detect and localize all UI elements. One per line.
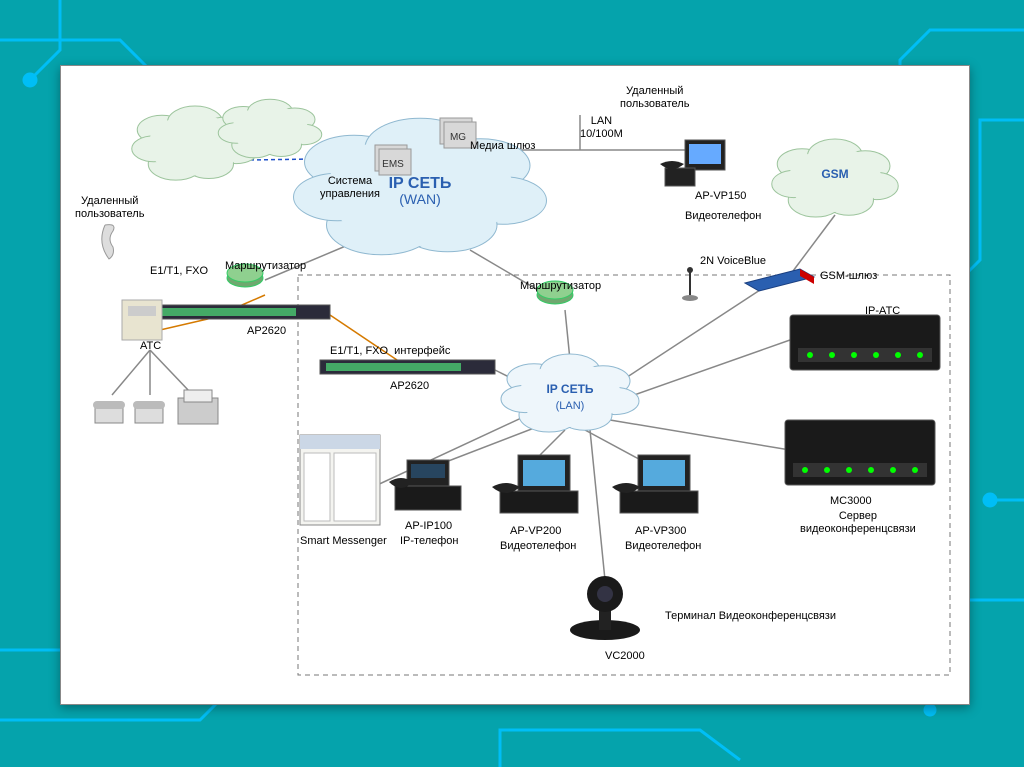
label-gsm_gw: GSM-шлюз xyxy=(820,270,877,283)
device-ap2620b xyxy=(320,360,495,374)
label-videophone200: Видеотелефон xyxy=(500,540,576,553)
cloud-subtitle-lan: (LAN) xyxy=(556,400,585,412)
label-ap2620a: AP2620 xyxy=(247,325,286,338)
label-vc_terminal: Терминал Видеоконференцсвязи xyxy=(665,610,836,623)
label-ems: EMS xyxy=(382,159,404,170)
label-router1: Маршрутизатор xyxy=(225,260,306,273)
cloud-title-gsm: GSM xyxy=(821,167,848,181)
label-mg: MG xyxy=(450,132,466,143)
device-vc2000 xyxy=(570,576,640,640)
label-mc3000: MC3000 xyxy=(830,495,872,508)
device-ip100 xyxy=(389,460,461,510)
diagram-stage: EMSMGIP СЕТЬ(WAN)IP СЕТЬ(LAN)GSMУдаленны… xyxy=(0,0,1024,767)
label-ap_vp300: AP-VP300 xyxy=(635,525,686,538)
label-e1t1_fxo_if: E1/T1, FXO интерфейс xyxy=(330,345,450,358)
label-videophone150: Видеотелефон xyxy=(685,210,761,223)
device-phones_l2 xyxy=(133,401,165,423)
label-voiceblue: 2N VoiceBlue xyxy=(700,255,766,268)
label-ap_vp150: AP-VP150 xyxy=(695,190,746,203)
device-vp300 xyxy=(612,455,698,513)
cloud-title-lan: IP СЕТЬ xyxy=(546,382,593,396)
label-router2: Маршрутизатор xyxy=(520,280,601,293)
label-ap_vp200: AP-VP200 xyxy=(510,525,561,538)
cloud-pstn2 xyxy=(218,99,322,158)
cloud-title-wan: IP СЕТЬ xyxy=(389,175,452,192)
label-remote_user_left: Удаленный пользователь xyxy=(75,195,144,220)
device-atc xyxy=(122,300,162,340)
label-ip_phone: IP-телефон xyxy=(400,535,459,548)
device-ap2620a xyxy=(155,305,330,319)
label-vc2000: VC2000 xyxy=(605,650,645,663)
device-videophone150 xyxy=(660,140,725,186)
device-antenna xyxy=(682,267,698,301)
label-ap2620b: AP2620 xyxy=(390,380,429,393)
label-lan_speed: LAN 10/100M xyxy=(580,115,623,140)
label-videophone300: Видеотелефон xyxy=(625,540,701,553)
device-mc3000 xyxy=(785,420,935,485)
label-e1t1_fxo: E1/T1, FXO xyxy=(150,265,208,278)
device-phones_l1 xyxy=(93,401,125,423)
device-remote_pc_l xyxy=(102,225,114,259)
label-mgmt_system: Система управления xyxy=(320,175,380,200)
label-conf_server: Сервер видеоконференцсвязи xyxy=(800,510,916,535)
label-remote_user_right: Удаленный пользователь xyxy=(620,85,689,110)
device-smart_msgr xyxy=(300,435,380,525)
label-ap_ip100: AP-IP100 xyxy=(405,520,452,533)
device-gsm_gw xyxy=(745,269,814,291)
label-smart_msgr: Smart Messenger xyxy=(300,535,387,548)
cloud-subtitle-wan: (WAN) xyxy=(399,191,440,207)
device-fax xyxy=(178,390,218,424)
label-atc: АТС xyxy=(140,340,161,353)
label-media_gateway: Медиа шлюз xyxy=(470,140,535,153)
label-ip_atc: IP-ATC xyxy=(865,305,900,318)
device-vp200 xyxy=(492,455,578,513)
device-ip_atc xyxy=(790,315,940,370)
